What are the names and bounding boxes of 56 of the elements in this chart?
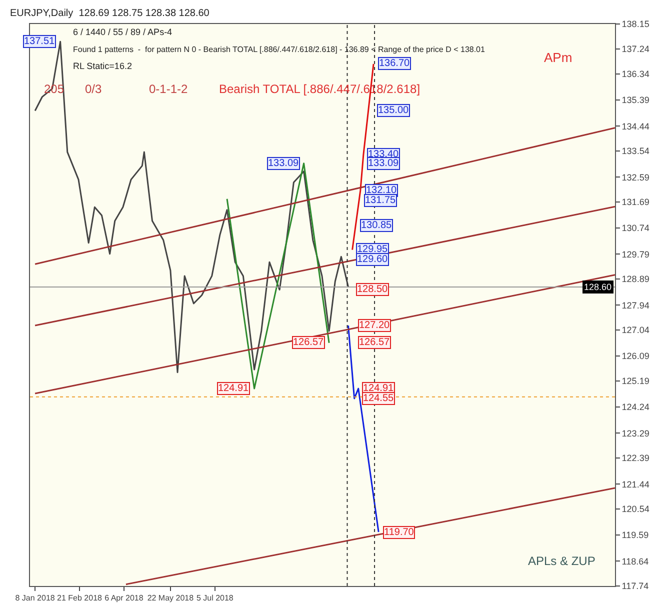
- annotation: 119.70: [384, 527, 414, 538]
- annotation: 133.40: [368, 149, 400, 160]
- y-tick-label: 124.24: [622, 402, 650, 412]
- ref-line-label: 128.60: [584, 282, 612, 292]
- y-tick-label: 123.29: [622, 428, 650, 438]
- y-tick-label: 129.79: [622, 249, 650, 260]
- annotation: 124.91: [363, 383, 394, 394]
- y-tick-label: 120.54: [622, 504, 650, 514]
- x-tick-label: 5 Jul 2018: [196, 594, 234, 603]
- y-tick-label: 137.24: [622, 44, 650, 54]
- x-tick-label: 8 Jan 2018: [15, 594, 56, 603]
- y-tick-label: 119.59: [622, 530, 649, 540]
- x-tick-label: 22 May 2018: [147, 594, 194, 603]
- y-tick-label: 118.64: [622, 556, 649, 566]
- annotation: 135.00: [378, 105, 410, 116]
- y-tick-label: 130.74: [622, 223, 650, 234]
- x-tick-label: 6 Apr 2018: [104, 594, 144, 603]
- y-tick-label: 135.39: [622, 95, 650, 106]
- annotation: 124.55: [363, 393, 394, 404]
- chart-title: EURJPY,Daily 128.69 128.75 128.38 128.60: [10, 8, 210, 20]
- annotation: 131.75: [365, 195, 396, 206]
- annotation: 137.51: [24, 36, 56, 47]
- annotation: 133.09: [268, 158, 300, 169]
- y-tick-label: 121.44: [622, 479, 650, 490]
- y-tick-label: 128.89: [622, 274, 650, 284]
- y-tick-label: 126.09: [622, 351, 650, 362]
- x-tick-label: 21 Feb 2018: [57, 594, 103, 603]
- annotation: 130.85: [361, 220, 392, 231]
- y-tick-label: 132.59: [622, 172, 650, 182]
- annotation: 127.20: [359, 320, 390, 331]
- annotation: 6 / 1440 / 55 / 89 / APs-4: [73, 27, 172, 37]
- annotation: 129.60: [357, 254, 388, 265]
- annotation: RL Static=16.2: [73, 61, 132, 71]
- y-tick-label: 127.04: [622, 325, 650, 336]
- annotation: 0/3: [85, 82, 102, 96]
- annotation: 126.57: [359, 337, 390, 348]
- y-tick-label: 138.15: [622, 19, 650, 30]
- y-tick-label: 122.39: [622, 453, 650, 464]
- y-tick-label: 117.74: [622, 581, 649, 592]
- y-tick-label: 136.34: [622, 68, 650, 79]
- annotation: 124.91: [218, 383, 250, 394]
- annotation: 129.95: [357, 244, 388, 255]
- annotation: APm: [544, 50, 572, 65]
- y-tick-label: 134.44: [622, 121, 650, 132]
- annotation: APLs & ZUP: [528, 554, 596, 568]
- annotation: 126.57: [293, 337, 324, 348]
- y-tick-label: 125.19: [622, 376, 650, 386]
- annotation: 128.50: [357, 284, 388, 295]
- annotation: 133.09: [368, 158, 400, 169]
- annotation: 0-1-1-2: [149, 82, 188, 96]
- y-tick-label: 133.54: [622, 146, 650, 156]
- annotation: 136.70: [379, 58, 410, 69]
- annotation: 132.10: [366, 185, 398, 196]
- y-tick-label: 127.94: [622, 300, 650, 310]
- y-tick-label: 131.69: [622, 197, 650, 208]
- annotation: Found 1 patterns - for pattern N 0 - Bearish TOTAL [.886/.447/.618/2.618] - 136.89 < Range of the price D < 138.01: [73, 45, 486, 54]
